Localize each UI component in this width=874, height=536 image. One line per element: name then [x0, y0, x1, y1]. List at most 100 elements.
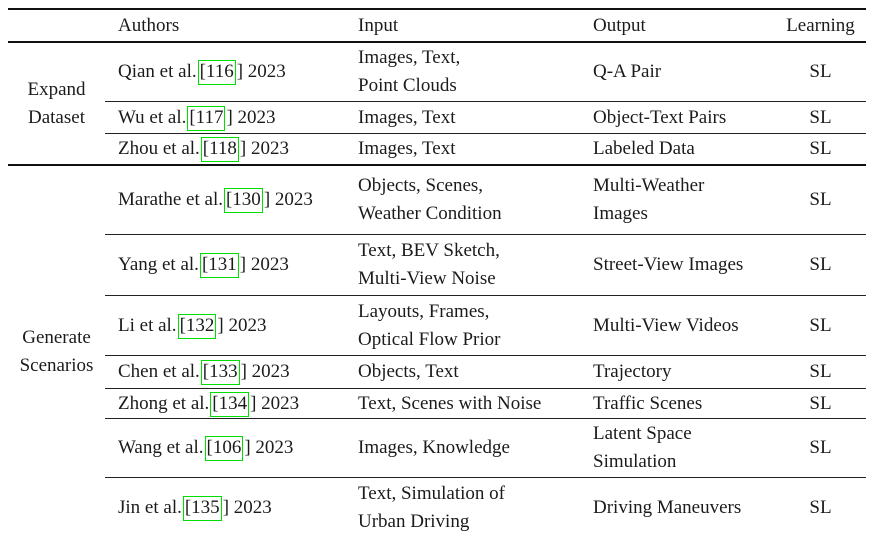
input-line: Multi-View Noise: [358, 268, 496, 289]
learning-cell: SL: [775, 234, 866, 296]
table-row: Wang et al. [106] 2023 Images, Knowledge …: [8, 418, 866, 478]
authors-cell: Jin et al. [135] 2023: [105, 478, 350, 536]
citation-link-130[interactable]: [130: [223, 188, 263, 213]
input-line: Optical Flow Prior: [358, 328, 501, 350]
group-label-line: Scenarios: [19, 355, 94, 376]
author-year: ] 2023: [263, 189, 313, 210]
author-year: ] 2023: [222, 497, 272, 518]
learning-cell: SL: [775, 295, 866, 356]
author-text: Qian et al.: [118, 61, 197, 82]
output-line: Multi-Weather: [593, 175, 705, 196]
citation-link-135[interactable]: [135: [182, 496, 222, 521]
citation-link-134[interactable]: [134: [210, 391, 250, 417]
authors-cell: Zhou et al. [118] 2023: [105, 133, 350, 166]
output-cell: Street-View Images: [585, 234, 775, 296]
author-text: Zhou et al.: [118, 138, 200, 159]
input-line: Images, Knowledge: [358, 437, 510, 458]
group-label-generate-scenarios: Generate Scenarios: [8, 165, 105, 536]
author-text: Wu et al.: [118, 106, 187, 128]
output-line: Trajectory: [593, 361, 672, 382]
output-cell: Driving Maneuvers: [585, 478, 775, 536]
learning-cell: SL: [775, 418, 866, 478]
input-line: Images, Text,: [358, 47, 461, 68]
input-cell: Layouts, Frames, Optical Flow Prior: [350, 295, 585, 356]
input-line: Urban Driving: [358, 511, 470, 532]
output-cell: Multi-Weather Images: [585, 165, 775, 235]
table-header-row: Authors Input Output Learning: [8, 9, 866, 43]
input-cell: Objects, Text: [350, 355, 585, 389]
input-cell: Images, Text: [350, 133, 585, 166]
citation-link-117[interactable]: [117: [187, 105, 226, 131]
header-output: Output: [585, 9, 775, 43]
table-row: Li et al. [132] 2023 Layouts, Frames, Opt…: [8, 295, 866, 356]
input-cell: Objects, Scenes, Weather Condition: [350, 165, 585, 235]
input-cell: Images, Knowledge: [350, 418, 585, 478]
output-line: Latent Space: [593, 423, 692, 444]
group-label-line: Dataset: [28, 106, 85, 128]
citation-link-116[interactable]: [116: [197, 60, 236, 85]
learning-cell: SL: [775, 42, 866, 102]
output-line: Simulation: [593, 451, 677, 472]
input-line: Images, Text: [358, 138, 456, 159]
author-year: ] 2023: [244, 437, 294, 458]
input-line: Text, BEV Sketch,: [358, 240, 500, 261]
output-line: Labeled Data: [593, 138, 695, 159]
citation-link-118[interactable]: [118: [200, 137, 239, 162]
output-cell: Multi-View Videos: [585, 295, 775, 356]
learning-cell: SL: [775, 101, 866, 134]
authors-cell: Li et al. [132] 2023: [105, 295, 350, 356]
table-row: Zhou et al. [118] 2023 Images, Text Label…: [8, 133, 866, 166]
citation-link-132[interactable]: [132: [177, 313, 217, 339]
authors-cell: Zhong et al. [134] 2023: [105, 388, 350, 419]
input-line: Text, Scenes with Noise: [358, 392, 542, 414]
input-cell: Images, Text: [350, 101, 585, 134]
authors-cell: Qian et al. [116] 2023: [105, 42, 350, 102]
input-line: Layouts, Frames,: [358, 300, 490, 322]
author-text: Wang et al.: [118, 437, 204, 458]
author-year: ] 2023: [250, 392, 300, 414]
table-row: Chen et al. [133] 2023 Objects, Text Traj…: [8, 355, 866, 389]
output-cell: Traffic Scenes: [585, 388, 775, 419]
group-label-line: Expand: [27, 78, 86, 100]
authors-cell: Marathe et al. [130] 2023: [105, 165, 350, 235]
group-label-line: Generate: [22, 327, 91, 348]
input-line: Point Clouds: [358, 75, 457, 96]
input-cell: Text, BEV Sketch, Multi-View Noise: [350, 234, 585, 296]
output-cell: Trajectory: [585, 355, 775, 389]
author-text: Zhong et al.: [118, 392, 210, 414]
authors-cell: Wu et al. [117] 2023: [105, 101, 350, 134]
output-line: Traffic Scenes: [593, 392, 703, 414]
table-row: Zhong et al. [134] 2023 Text, Scenes with…: [8, 388, 866, 419]
output-line: Images: [593, 203, 648, 224]
learning-cell: SL: [775, 165, 866, 235]
output-line: Street-View Images: [593, 254, 744, 275]
output-line: Driving Maneuvers: [593, 497, 742, 518]
table-row: Jin et al. [135] 2023 Text, Simulation of…: [8, 478, 866, 536]
table-row: Yang et al. [131] 2023 Text, BEV Sketch, …: [8, 234, 866, 296]
authors-cell: Chen et al. [133] 2023: [105, 355, 350, 389]
output-cell: Object-Text Pairs: [585, 101, 775, 134]
output-cell: Labeled Data: [585, 133, 775, 166]
input-cell: Text, Simulation of Urban Driving: [350, 478, 585, 536]
header-authors: Authors: [105, 9, 350, 43]
input-cell: Images, Text, Point Clouds: [350, 42, 585, 102]
author-text: Jin et al.: [118, 497, 182, 518]
input-line: Images, Text: [358, 106, 456, 128]
output-line: Object-Text Pairs: [593, 106, 727, 128]
citation-link-133[interactable]: [133: [200, 360, 240, 385]
output-cell: Q-A Pair: [585, 42, 775, 102]
citation-link-131[interactable]: [131: [199, 253, 239, 278]
citation-link-106[interactable]: [106: [204, 436, 244, 461]
reference-table: Authors Input Output Learning Expand Dat…: [8, 8, 866, 536]
authors-cell: Wang et al. [106] 2023: [105, 418, 350, 478]
input-cell: Text, Scenes with Noise: [350, 388, 585, 419]
table-row: Expand Dataset Qian et al. [116] 2023 Ima…: [8, 42, 866, 166]
output-line: Multi-View Videos: [593, 314, 739, 336]
learning-cell: SL: [809, 497, 832, 518]
learning-cell: SL: [775, 355, 866, 389]
header-input: Input: [350, 9, 585, 43]
author-text: Li et al.: [118, 314, 177, 336]
author-year: ] 2023: [239, 254, 289, 275]
learning-cell: SL: [775, 388, 866, 419]
